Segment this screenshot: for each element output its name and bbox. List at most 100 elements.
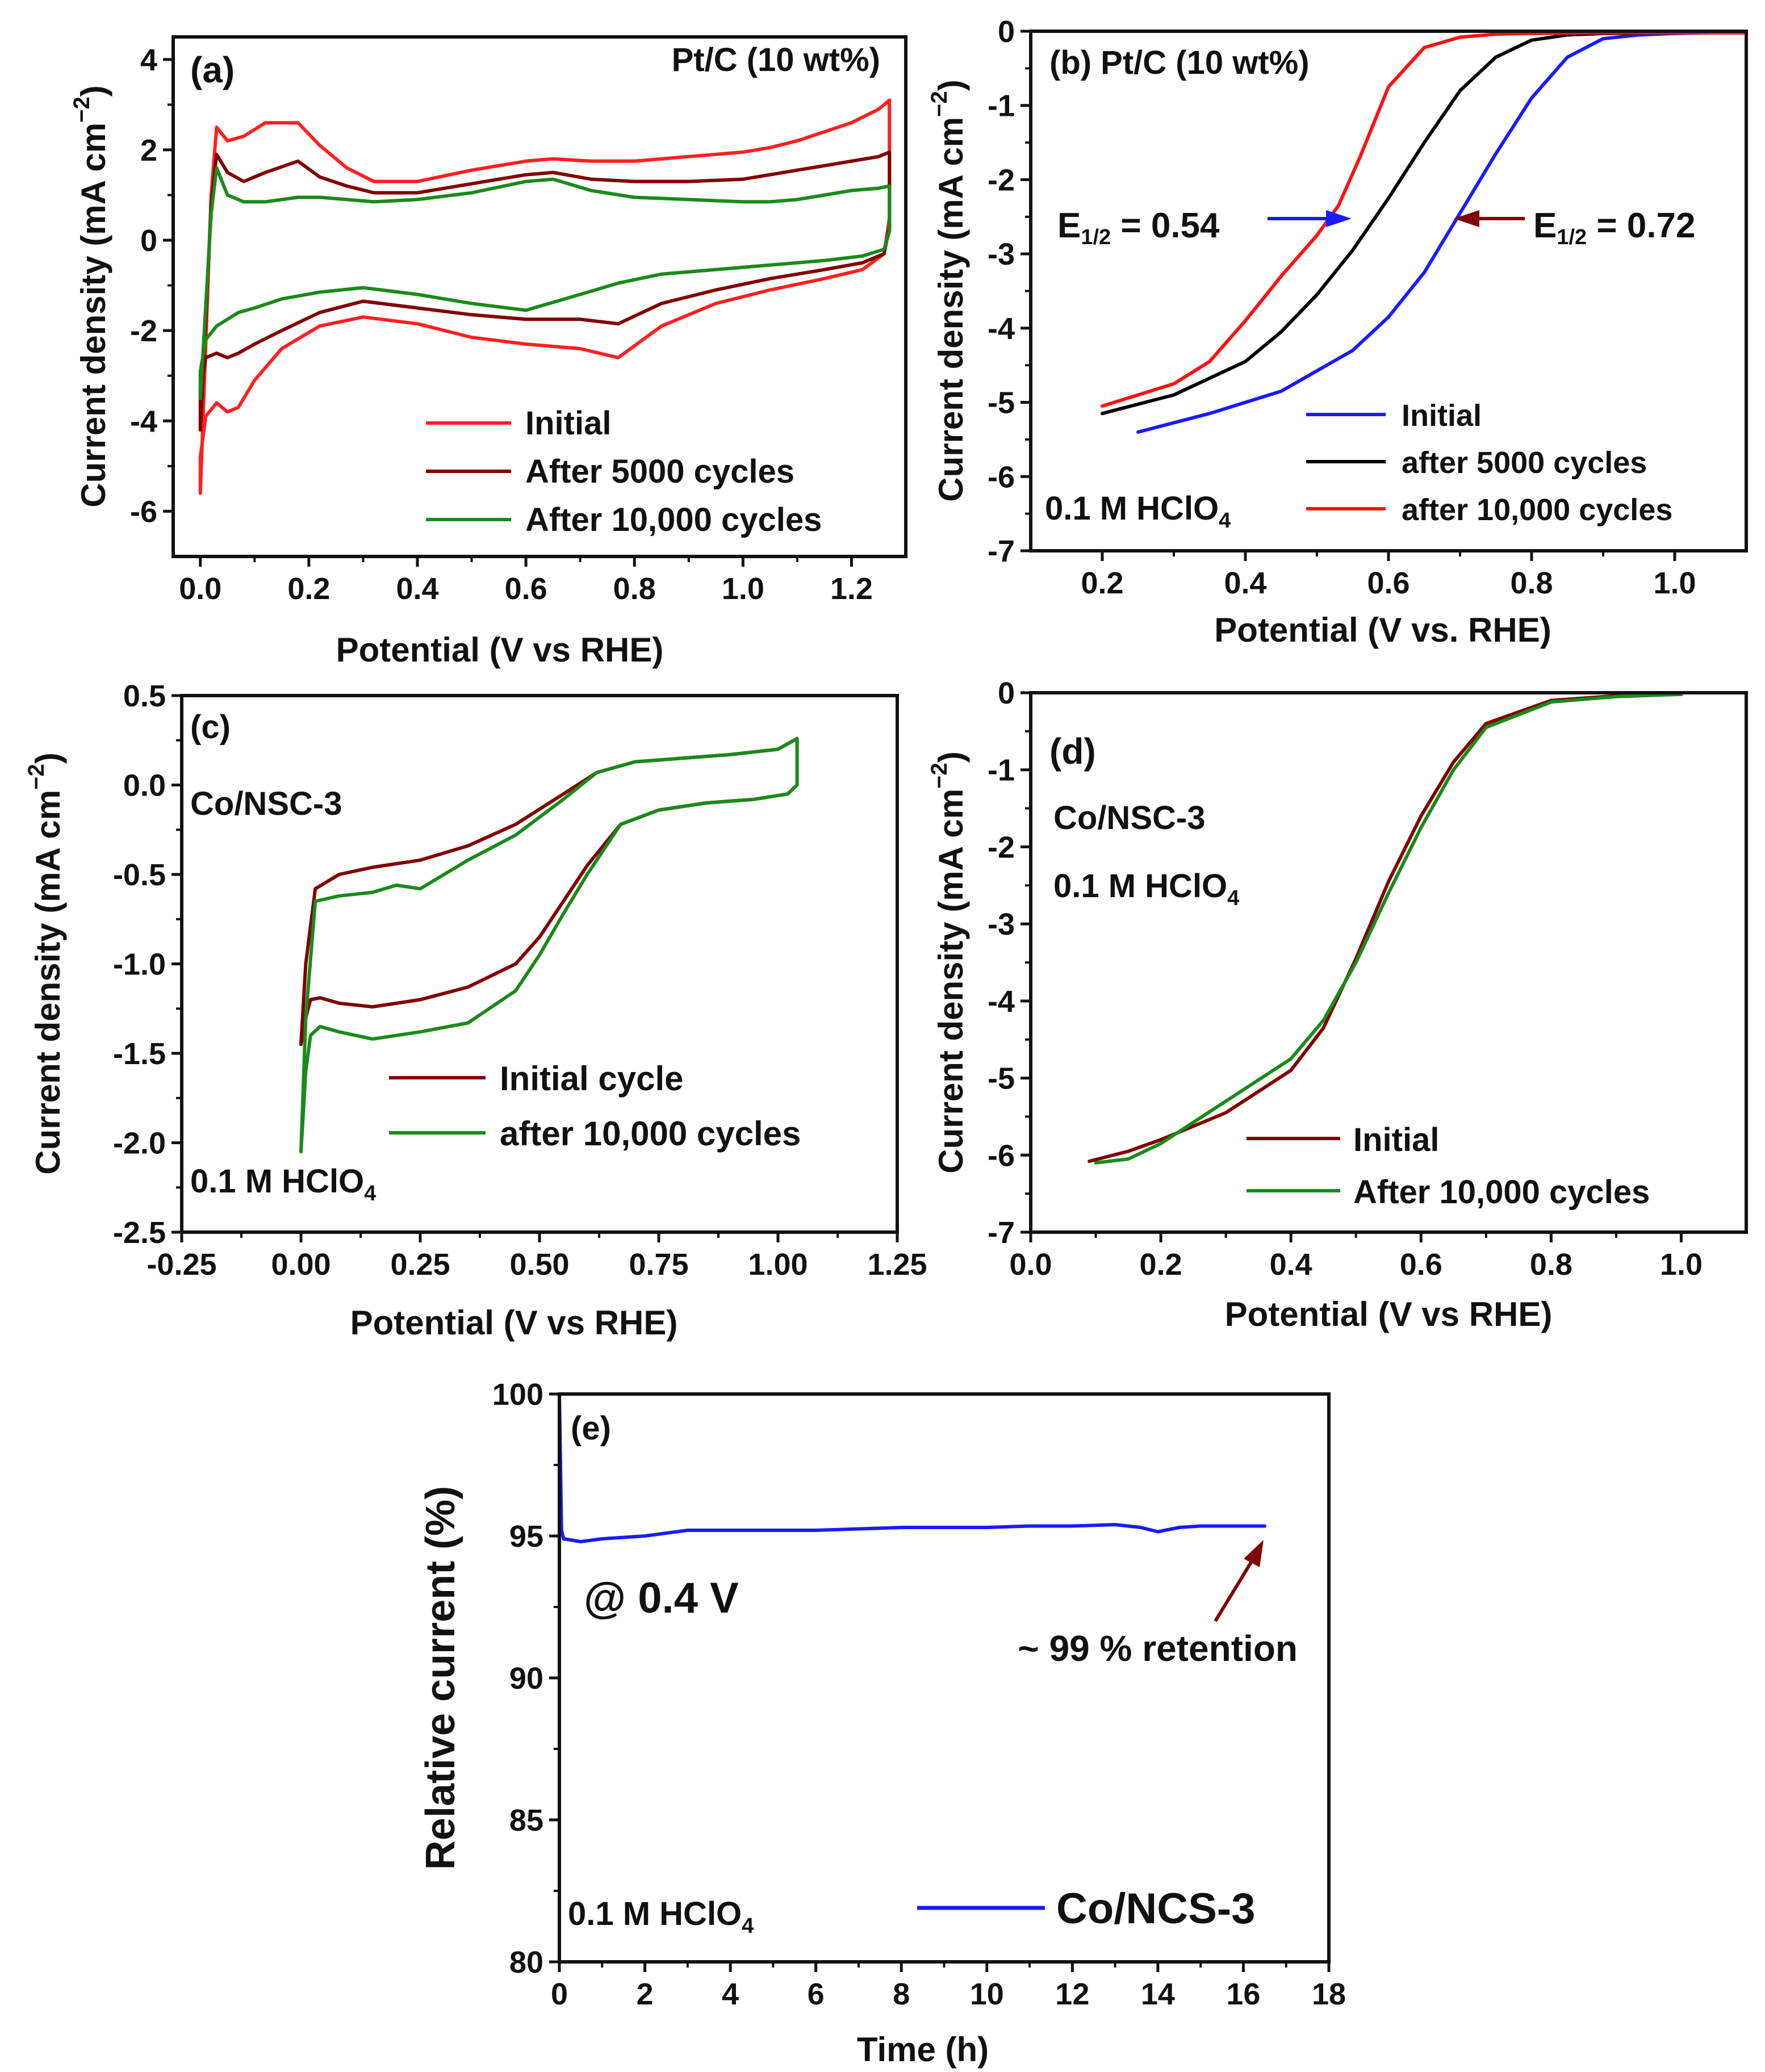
panel-b-frame [1029, 30, 1748, 552]
panel-e-xtick-label-5: 10 [970, 1977, 1004, 2011]
panel-c-ytick-label-1: -2.0 [113, 1127, 166, 1161]
panel-b-ytick-label-1: -6 [988, 460, 1015, 494]
legend-b-10000: after 10,000 cycles [1402, 493, 1672, 527]
panel-e-series-0 [558, 1392, 1267, 1543]
panel-c-ytick-label-0: -2.5 [113, 1216, 166, 1250]
panel-e-legend: Co/NCS-3 [917, 1885, 1255, 1933]
panel-b-legend: Initial after 5000 cycles after 10,000 c… [1306, 399, 1672, 527]
legend-c-10000: after 10,000 cycles [500, 1115, 801, 1153]
panel-c-electrolyte: 0.1 M HClO4 [190, 1163, 376, 1205]
panel-b-ytick-label-0: -7 [988, 534, 1015, 568]
panel-b-xtick-label-2: 0.6 [1367, 566, 1410, 600]
panel-c-legend: Initial cycle after 10,000 cycles [389, 1060, 801, 1153]
panel-b: 0.2 0.4 0.6 0.8 1.0 -7 -6 -5 -4 -3 -2 -1 0 (b) Pt/C … [927, 15, 1748, 649]
panel-b-label: (b) Pt/C (10 wt%) [1049, 44, 1310, 81]
panel-c-sample: Co/NSC-3 [190, 785, 342, 822]
panel-d-ytick-label-0: -7 [988, 1216, 1015, 1250]
panel-b-xlabel: Potential (V vs. RHE) [1214, 611, 1551, 649]
panel-d-ylabel: Current density (mA cm−2) [927, 751, 970, 1174]
panel-d-legend: Initial After 10,000 cycles [1247, 1121, 1650, 1211]
panel-d-series-0 [1088, 692, 1683, 1163]
panel-c: -0.25 0.00 0.25 0.50 0.75 1.00 1.25 -2.5 -2.0 -1.… [24, 679, 927, 1342]
panel-c-series-1 [299, 736, 799, 1154]
panel-e-frame [558, 1392, 1331, 1964]
panel-c-xtick-label-6: 1.25 [867, 1248, 927, 1282]
panel-e-xtick-label-6: 12 [1055, 1977, 1089, 2011]
panel-d-xtick-label-0: 0.0 [1009, 1248, 1052, 1282]
panel-c-xtick-label-3: 0.50 [509, 1248, 569, 1282]
panel-b-ytick-label-5: -2 [988, 163, 1015, 197]
panel-a-ytick-label-4: 2 [140, 133, 157, 168]
legend-a-10000: After 10,000 cycles [525, 501, 822, 538]
panel-a-xtick-label-5: 1.0 [722, 572, 764, 606]
panel-d-sample: Co/NSC-3 [1053, 800, 1205, 836]
panel-d-series [1088, 692, 1683, 1165]
panel-d-electrolyte: 0.1 M HClO4 [1053, 868, 1239, 910]
panel-b-arrowhead-left [1326, 210, 1352, 227]
panel-a-xtick-label-0: 0.0 [179, 572, 221, 606]
panel-a-ytick-label-5: 4 [140, 43, 157, 77]
panel-b-ticks: 0.2 0.4 0.6 0.8 1.0 -7 -6 -5 -4 -3 -2 -1 0 [988, 15, 1696, 600]
panel-d-ytick-label-3: -4 [988, 985, 1015, 1019]
panel-e-ytick-label-0: 80 [509, 1945, 543, 1979]
panel-c-ytick-label-2: -1.5 [113, 1037, 166, 1071]
panel-c-xtick-label-0: -0.25 [147, 1248, 216, 1282]
panel-e-xtick-label-3: 6 [808, 1977, 825, 2011]
panel-e-ytick-label-1: 85 [509, 1803, 543, 1837]
panel-e-xlabel: Time (h) [857, 2031, 989, 2069]
panel-b-xtick-label-0: 0.2 [1081, 566, 1123, 600]
legend-e-series: Co/NCS-3 [1056, 1885, 1255, 1933]
panel-a-series-1 [198, 150, 892, 432]
panel-c-label: (c) [190, 709, 231, 746]
panel-d-ytick-label-6: -1 [988, 754, 1015, 788]
panel-c-xtick-label-4: 0.75 [629, 1248, 688, 1282]
panel-b-ytick-label-3: -4 [988, 312, 1015, 346]
panel-d-xtick-label-3: 0.6 [1400, 1248, 1442, 1282]
panel-b-series [1101, 31, 1748, 434]
panel-a-ytick-label-2: -2 [130, 314, 157, 348]
legend-c-initial: Initial cycle [500, 1060, 684, 1098]
panel-e-arrow [1214, 1555, 1257, 1622]
panel-d-label: (d) [1049, 731, 1096, 772]
panel-a-series-2 [198, 166, 892, 400]
panel-a-xtick-label-4: 0.8 [613, 572, 656, 606]
legend-b-initial: Initial [1402, 399, 1482, 433]
panel-e-ylabel: Relative current (%) [418, 1486, 463, 1870]
panel-a-sample: Pt/C (10 wt%) [672, 41, 880, 78]
panel-b-e12-left: E1/2 = 0.54 [1057, 206, 1220, 249]
panel-e-retention: ~ 99 % retention [1018, 1628, 1298, 1669]
panel-e-arrowhead [1244, 1540, 1264, 1567]
panel-d-xlabel: Potential (V vs RHE) [1225, 1295, 1553, 1333]
panel-e-xtick-label-9: 18 [1312, 1977, 1346, 2011]
legend-a-initial: Initial [525, 405, 611, 442]
panel-d-xtick-label-1: 0.2 [1140, 1248, 1182, 1282]
panel-b-e12-right: E1/2 = 0.72 [1533, 206, 1696, 249]
panel-c-ylabel: Current density (mA cm−2) [24, 752, 67, 1175]
panel-e-ticks: 0 2 4 6 8 10 12 14 16 18 80 85 90 95 100 [492, 1378, 1346, 2011]
legend-d-10000: After 10,000 cycles [1353, 1174, 1650, 1211]
panel-a-ytick-label-1: -4 [130, 404, 157, 438]
panel-e-potential: @ 0.4 V [584, 1574, 739, 1622]
panel-a-ytick-label-0: -6 [130, 495, 157, 529]
panel-d-xtick-label-2: 0.4 [1270, 1248, 1312, 1282]
panel-c-ytick-label-5: 0.0 [123, 769, 166, 803]
panel-b-electrolyte: 0.1 M HClO4 [1045, 490, 1231, 533]
panel-d-xtick-label-4: 0.8 [1530, 1248, 1572, 1282]
panel-e-electrolyte: 0.1 M HClO4 [568, 1895, 754, 1938]
panel-b-series-2 [1101, 31, 1748, 408]
panel-e-label: (e) [571, 1410, 611, 1447]
panel-c-frame [180, 694, 899, 1234]
panel-a-ytick-label-3: 0 [140, 224, 157, 258]
legend-a-5000: After 5000 cycles [525, 453, 794, 490]
panel-b-arrowhead-right [1454, 210, 1479, 227]
panel-d-ytick-label-5: -2 [988, 830, 1015, 864]
panel-b-xtick-label-1: 0.4 [1224, 566, 1266, 600]
panel-a: 0.0 0.2 0.4 0.6 0.8 1.0 1.2 -6 -4 -2 0 2 4 (a) Pt/C … [69, 35, 907, 669]
panel-a-xlabel: Potential (V vs RHE) [336, 631, 664, 669]
panel-a-frame [172, 35, 907, 558]
panel-d-xtick-label-5: 1.0 [1660, 1248, 1703, 1282]
panel-e-xtick-label-4: 8 [893, 1977, 910, 2011]
panel-d-ytick-label-7: 0 [998, 676, 1015, 710]
panel-a-series-0 [198, 98, 892, 495]
